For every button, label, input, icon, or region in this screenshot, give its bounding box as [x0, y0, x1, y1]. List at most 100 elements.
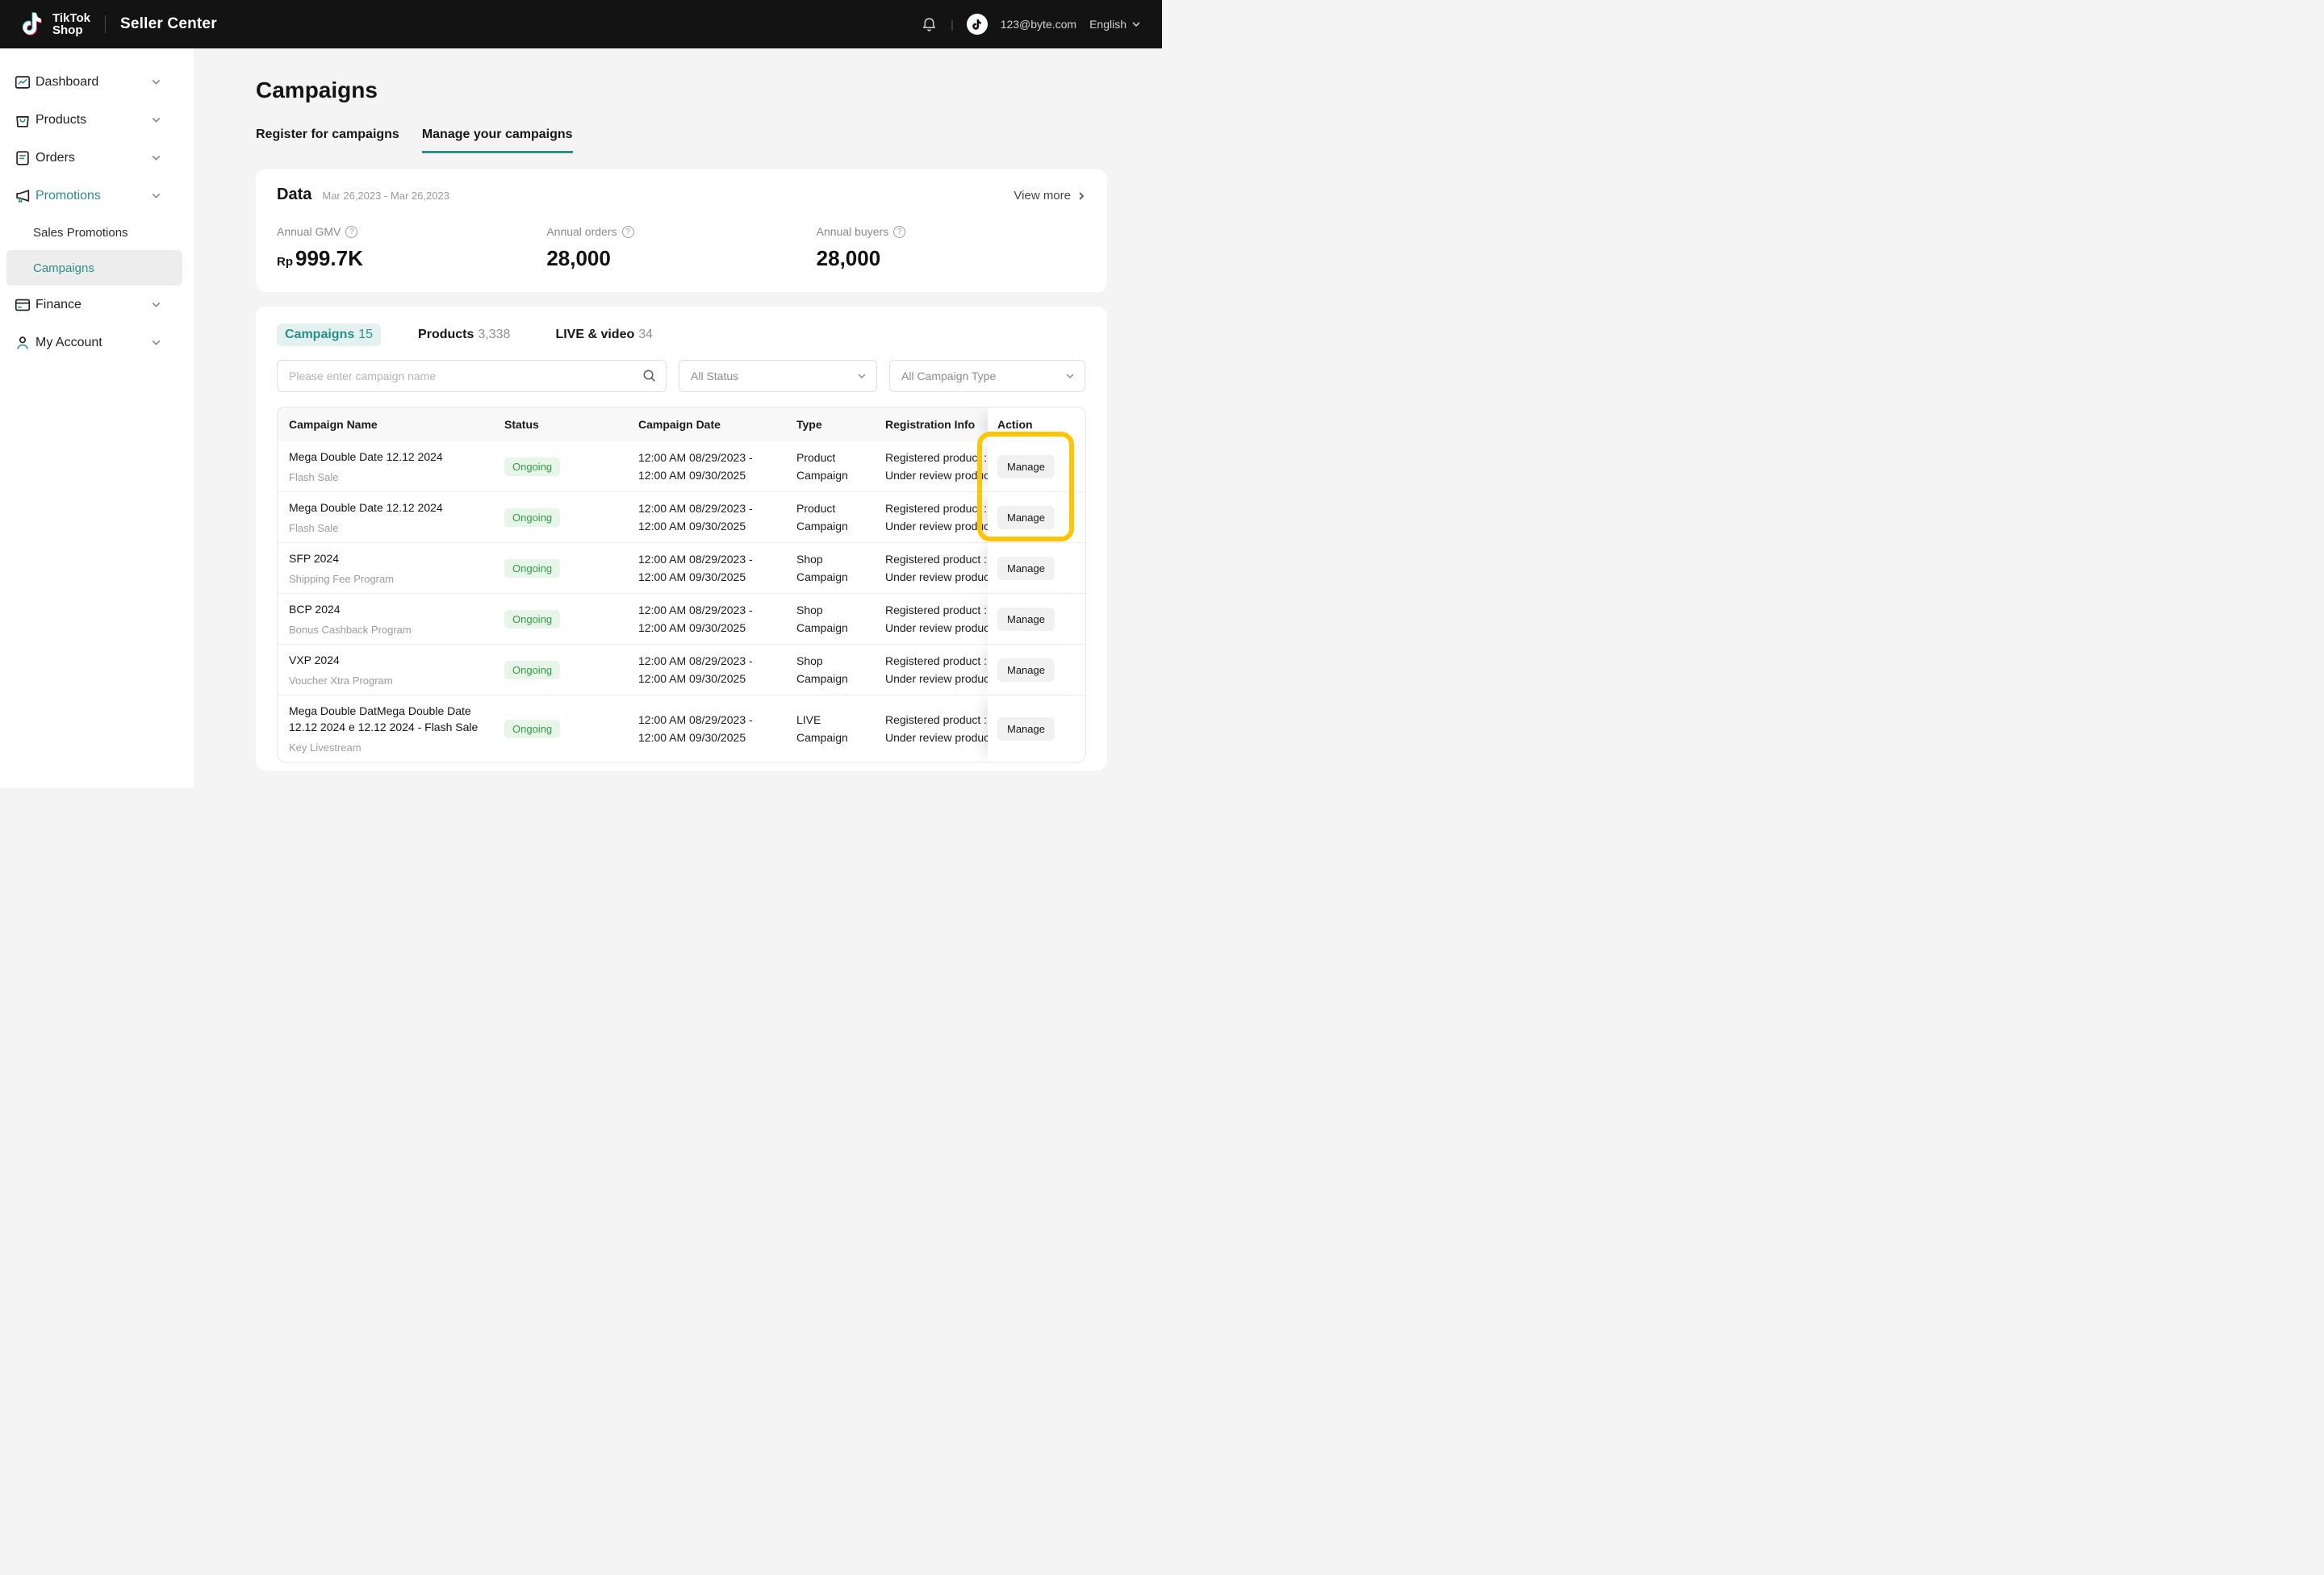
credit-card-icon	[14, 296, 31, 314]
pill-products[interactable]: Products 3,338	[418, 328, 511, 341]
entity-tabs: Campaigns 15 Products 3,338 LIVE & video…	[277, 323, 1086, 347]
status-badge: Ongoing	[504, 609, 561, 629]
status-badge: Ongoing	[504, 660, 561, 679]
tiktok-logo-icon	[21, 11, 45, 37]
filter-row: All Status All Campaign Type	[277, 360, 1086, 392]
col-type: Type	[785, 407, 874, 441]
col-registration-info: Registration Info	[874, 407, 988, 441]
chevron-down-icon	[151, 77, 161, 87]
brand-line-2: Shop	[52, 23, 83, 37]
campaign-name: VXP 2024	[289, 654, 340, 666]
search-input[interactable]	[277, 360, 667, 392]
campaign-type-filter-select[interactable]: All Campaign Type	[889, 360, 1085, 392]
manage-button[interactable]: Manage	[997, 658, 1055, 682]
language-selector[interactable]: English	[1089, 18, 1141, 31]
data-card-title: Data	[277, 186, 312, 203]
currency-prefix: Rp	[277, 255, 293, 269]
campaign-list-card: Campaigns 15 Products 3,338 LIVE & video…	[256, 307, 1107, 771]
status-badge: Ongoing	[504, 508, 561, 527]
chevron-down-icon	[151, 152, 161, 163]
table-row: Mega Double Date 12.12 2024 Flash Sale O…	[278, 441, 1085, 491]
campaign-subtitle: Voucher Xtra Program	[289, 675, 393, 687]
campaign-subtitle: Key Livestream	[289, 742, 362, 754]
person-icon	[14, 334, 31, 352]
campaign-table: Campaign Name Status Campaign Date Type …	[277, 407, 1086, 762]
stat-value: 28,000	[816, 246, 881, 270]
notification-bell-icon[interactable]	[921, 16, 938, 33]
campaign-name: BCP 2024	[289, 603, 341, 616]
campaign-type: Product Campaign	[785, 491, 874, 542]
sidebar-item-sales-promotions[interactable]: Sales Promotions	[33, 225, 128, 240]
chevron-down-icon	[151, 299, 161, 310]
data-date-range: Mar 26,2023 - Mar 26,2023	[322, 190, 449, 202]
campaign-type: Shop Campaign	[785, 644, 874, 695]
campaign-name: Mega Double Date 12.12 2024	[289, 450, 443, 463]
stat-annual-buyers: Annual buyers ? 28,000	[817, 225, 1086, 271]
status-filter-select[interactable]: All Status	[679, 360, 877, 392]
manage-button[interactable]: Manage	[997, 556, 1055, 580]
manage-button[interactable]: Manage	[997, 454, 1055, 478]
campaign-type: Shop Campaign	[785, 593, 874, 644]
campaign-type: Product Campaign	[796, 451, 848, 482]
chevron-down-icon	[1132, 22, 1140, 27]
sidebar-item-orders[interactable]: Orders	[0, 139, 194, 177]
document-icon	[14, 149, 31, 167]
sidebar-item-my-account[interactable]: My Account	[0, 324, 194, 361]
status-badge: Ongoing	[504, 558, 561, 578]
stat-value: 28,000	[546, 246, 611, 270]
pill-campaigns[interactable]: Campaigns 15	[277, 324, 382, 346]
sidebar-item-campaigns[interactable]: Campaigns	[6, 250, 182, 286]
question-icon[interactable]: ?	[621, 225, 634, 238]
question-icon[interactable]: ?	[893, 225, 906, 238]
dashboard-icon	[14, 73, 31, 91]
tab-manage-your-campaigns[interactable]: Manage your campaigns	[421, 127, 573, 153]
col-campaign-date: Campaign Date	[627, 407, 785, 441]
account-avatar[interactable]	[966, 14, 988, 35]
chevron-down-icon	[151, 190, 161, 201]
manage-button[interactable]: Manage	[997, 505, 1055, 529]
campaign-name: SFP 2024	[289, 552, 340, 565]
language-label: English	[1089, 18, 1126, 31]
table-row: VXP 2024 Voucher Xtra Program Ongoing 12…	[278, 644, 1085, 695]
chevron-down-icon	[151, 115, 161, 125]
status-badge: Ongoing	[504, 457, 561, 476]
header-separator: |	[951, 18, 954, 31]
campaign-type: LIVE Campaign	[785, 695, 874, 762]
shopping-bag-icon	[14, 111, 31, 129]
campaign-subtitle: Bonus Cashback Program	[289, 624, 412, 636]
status-badge: Ongoing	[504, 719, 561, 738]
table-row: Mega Double DatMega Double Date 12.12 20…	[278, 695, 1085, 762]
sidebar-item-dashboard[interactable]: Dashboard	[0, 63, 194, 101]
campaign-subtitle: Flash Sale	[289, 471, 339, 483]
pill-live-video[interactable]: LIVE & video 34	[555, 328, 654, 341]
sidebar-item-products[interactable]: Products	[0, 101, 194, 139]
chevron-right-icon	[1079, 192, 1085, 199]
data-summary-card: Data Mar 26,2023 - Mar 26,2023 View more…	[256, 169, 1107, 292]
col-status: Status	[493, 407, 627, 441]
app-title: Seller Center	[119, 15, 217, 32]
chevron-down-icon	[151, 337, 161, 348]
sidebar-item-promotions[interactable]: Promotions	[0, 177, 194, 215]
table-row: Mega Double Date 12.12 2024 Flash Sale O…	[278, 491, 1085, 542]
brand-line-1: TikTok	[52, 11, 90, 25]
search-icon[interactable]	[642, 368, 657, 383]
tab-register-for-campaigns[interactable]: Register for campaigns	[256, 127, 399, 141]
app-window: TikTok Shop Seller Center | 123@by	[0, 0, 1162, 788]
account-email[interactable]: 123@byte.com	[1000, 18, 1077, 31]
sidebar-item-finance[interactable]: Finance	[0, 286, 194, 324]
page-title: Campaigns	[256, 77, 378, 102]
main-content: Campaigns Register for campaigns Manage …	[194, 48, 1162, 788]
campaign-name: Mega Double Date 12.12 2024	[289, 501, 443, 514]
manage-button[interactable]: Manage	[997, 607, 1055, 631]
col-campaign-name: Campaign Name	[278, 407, 493, 441]
tiktok-shop-logo[interactable]: TikTok Shop	[21, 11, 90, 37]
page-tabs: Register for campaigns Manage your campa…	[256, 127, 1107, 153]
question-icon[interactable]: ?	[345, 225, 358, 238]
view-more-link[interactable]: View more	[1014, 189, 1086, 203]
top-bar: TikTok Shop Seller Center | 123@by	[0, 0, 1162, 48]
stat-annual-gmv: Annual GMV ? Rp 999.7K	[277, 225, 363, 270]
campaign-subtitle: Shipping Fee Program	[289, 573, 395, 585]
campaign-subtitle: Flash Sale	[289, 522, 339, 534]
manage-button[interactable]: Manage	[997, 716, 1055, 741]
stat-value: 999.7K	[295, 246, 363, 270]
